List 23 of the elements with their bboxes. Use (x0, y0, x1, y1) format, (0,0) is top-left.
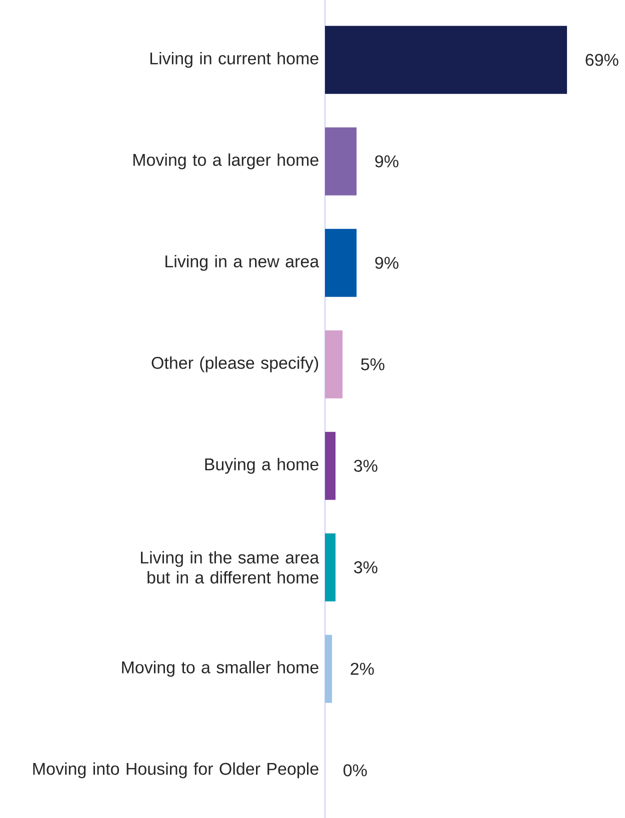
bar (324, 533, 336, 602)
bar (324, 634, 332, 703)
y-tick-label: Buying a home (205, 458, 318, 474)
data-label: 0% (344, 764, 367, 776)
y-tick-label: Living in a new area (166, 254, 320, 271)
data-label: 5% (361, 358, 384, 370)
bar (324, 127, 357, 196)
data-label: 9% (375, 256, 398, 269)
data-label: 3% (354, 561, 378, 574)
bar (324, 228, 357, 297)
data-label: 2% (350, 662, 374, 675)
bar (324, 26, 567, 94)
bar (324, 330, 343, 398)
data-label: 9% (375, 155, 398, 168)
y-tick-label: Moving to a smaller home (122, 660, 318, 677)
y-tick-label: Living in current home (150, 52, 318, 68)
y-tick-label: Moving into Housing for Older People (33, 762, 318, 778)
y-tick-label: Living in the same area but in a different home (140, 551, 320, 584)
bar (324, 432, 336, 500)
y-tick-label: Other (please specify) (152, 356, 318, 372)
data-label: 3% (354, 460, 378, 472)
y-tick-label: Moving to a larger home (133, 153, 318, 170)
data-label: 69% (586, 54, 618, 66)
